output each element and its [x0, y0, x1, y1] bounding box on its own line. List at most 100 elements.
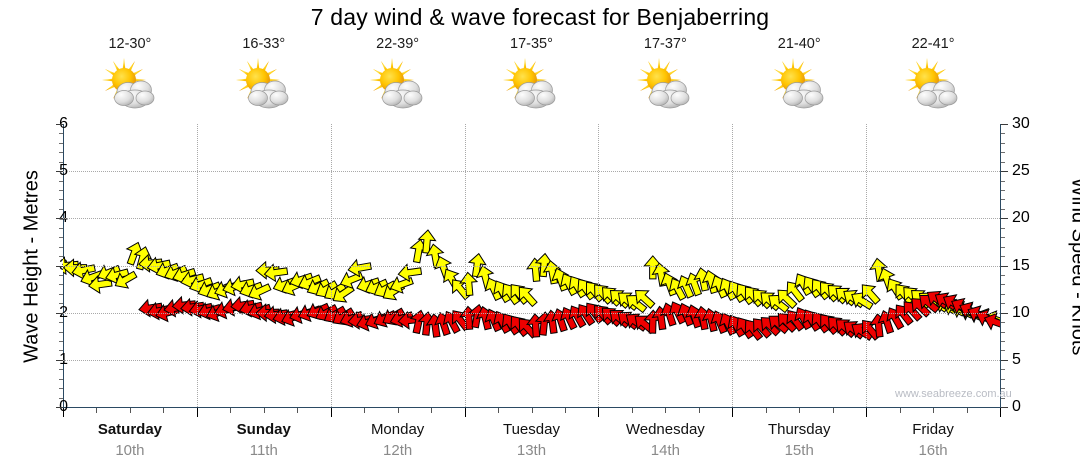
day-date-label: 10th — [115, 442, 145, 459]
right-axis-title: Wind Speed - Knots — [1067, 177, 1080, 356]
left-tick-mark — [56, 171, 63, 173]
right-tick-mark — [1001, 359, 1008, 361]
day-footer-saturday: Saturday 10th — [63, 420, 197, 470]
day-name-label: Friday — [912, 421, 954, 438]
day-header-wednesday: 17-37° — [598, 36, 732, 124]
left-minor-tick — [59, 142, 63, 144]
wind-direction-arrow — [786, 281, 806, 303]
left-minor-tick — [59, 331, 63, 333]
wind-direction-arrow — [851, 291, 874, 311]
x-tick-minor — [498, 408, 500, 413]
day-header-monday: 22-39° — [331, 36, 465, 124]
right-tick-mark — [1001, 265, 1008, 267]
plot-baseline — [63, 407, 1001, 408]
day-header-saturday: 12-30° — [63, 36, 197, 124]
right-tick-label: 5 — [1012, 350, 1021, 368]
left-minor-tick — [59, 190, 63, 192]
left-minor-tick — [59, 133, 63, 135]
temperature-range: 21-40° — [777, 36, 821, 52]
x-tick-minor — [631, 408, 633, 413]
day-date-label: 13th — [516, 442, 547, 459]
left-minor-tick — [59, 284, 63, 286]
left-minor-tick — [59, 303, 63, 305]
wind-direction-arrow — [518, 286, 538, 308]
day-name-label: Saturday — [97, 421, 163, 438]
sun-behind-cloud-icon — [366, 56, 430, 118]
day-date-label: 16th — [918, 442, 948, 459]
day-header-sunday: 16-33° — [197, 36, 331, 124]
x-tick-minor — [665, 408, 667, 413]
day-name-label: Sunday — [236, 421, 291, 438]
wind-direction-arrow — [248, 283, 272, 301]
gridline-vertical — [598, 124, 600, 407]
wind-direction-arrow — [263, 263, 289, 283]
right-minor-tick — [1001, 152, 1005, 154]
left-minor-tick — [59, 199, 63, 201]
wind-direction-arrow — [105, 266, 130, 285]
x-tick-major — [464, 408, 466, 417]
gridline-vertical — [196, 124, 198, 407]
gridline-horizontal — [63, 312, 1000, 314]
left-tick-label: 5 — [59, 162, 68, 180]
gridline-vertical — [464, 124, 466, 407]
x-tick-minor — [96, 408, 98, 413]
sun-behind-cloud-icon — [633, 56, 697, 118]
left-minor-tick — [59, 208, 63, 210]
left-tick-label: 0 — [59, 398, 68, 415]
wind-direction-arrow — [397, 263, 423, 283]
left-minor-tick — [59, 246, 63, 248]
right-minor-tick — [1001, 133, 1005, 135]
left-tick-label: 1 — [59, 350, 68, 368]
right-tick-mark — [1001, 218, 1008, 220]
wind-direction-arrow — [80, 268, 105, 287]
gridline-vertical — [866, 124, 868, 407]
left-minor-tick — [59, 293, 63, 295]
left-minor-tick — [59, 378, 63, 380]
temperature-range: 17-37° — [643, 36, 687, 52]
day-date-label: 12th — [383, 442, 413, 459]
right-minor-tick — [1001, 274, 1005, 276]
x-tick-minor — [832, 408, 834, 413]
x-tick-minor — [230, 408, 232, 413]
day-footer-wednesday: Wednesday 14th — [598, 420, 732, 470]
left-tick-mark — [56, 407, 63, 408]
right-minor-tick — [1001, 388, 1005, 390]
x-tick-minor — [933, 408, 935, 413]
left-tick-mark — [56, 265, 63, 267]
x-tick-minor — [698, 408, 700, 413]
wind-direction-arrow — [114, 270, 138, 289]
right-minor-tick — [1001, 397, 1005, 399]
wind-direction-arrow — [534, 252, 554, 278]
temperature-range: 22-39° — [376, 36, 420, 52]
day-header-tuesday: 17-35° — [465, 36, 599, 124]
left-minor-tick — [59, 397, 63, 399]
right-tick-mark — [1001, 407, 1008, 408]
right-minor-tick — [1001, 142, 1005, 144]
wind-direction-arrow — [911, 298, 932, 318]
day-name-label: Monday — [370, 421, 425, 438]
day-name-label: Tuesday — [502, 421, 560, 438]
temperature-range: 17-35° — [510, 36, 553, 52]
day-date-label: 11th — [249, 442, 278, 459]
x-tick-minor — [297, 408, 299, 413]
day-footer-tuesday: Tuesday 13th — [465, 420, 599, 470]
gridline-horizontal — [63, 265, 1000, 267]
left-tick-mark — [56, 218, 63, 220]
sun-behind-cloud-icon — [901, 56, 965, 118]
temperature-range: 22-41° — [911, 36, 955, 52]
x-tick-minor — [263, 408, 265, 413]
day-date-label: 14th — [650, 442, 680, 459]
day-header-friday: 22-41° — [866, 36, 1000, 124]
right-minor-tick — [1001, 322, 1005, 324]
gridline-horizontal — [63, 171, 1000, 173]
x-tick-major — [732, 408, 734, 417]
right-tick-label: 30 — [1012, 115, 1030, 132]
right-minor-tick — [1001, 293, 1005, 295]
left-minor-tick — [59, 369, 63, 371]
right-minor-tick — [1001, 256, 1005, 258]
right-minor-tick — [1001, 303, 1005, 305]
left-minor-tick — [59, 256, 63, 258]
gridline-vertical — [732, 124, 734, 407]
right-minor-tick — [1001, 284, 1005, 286]
